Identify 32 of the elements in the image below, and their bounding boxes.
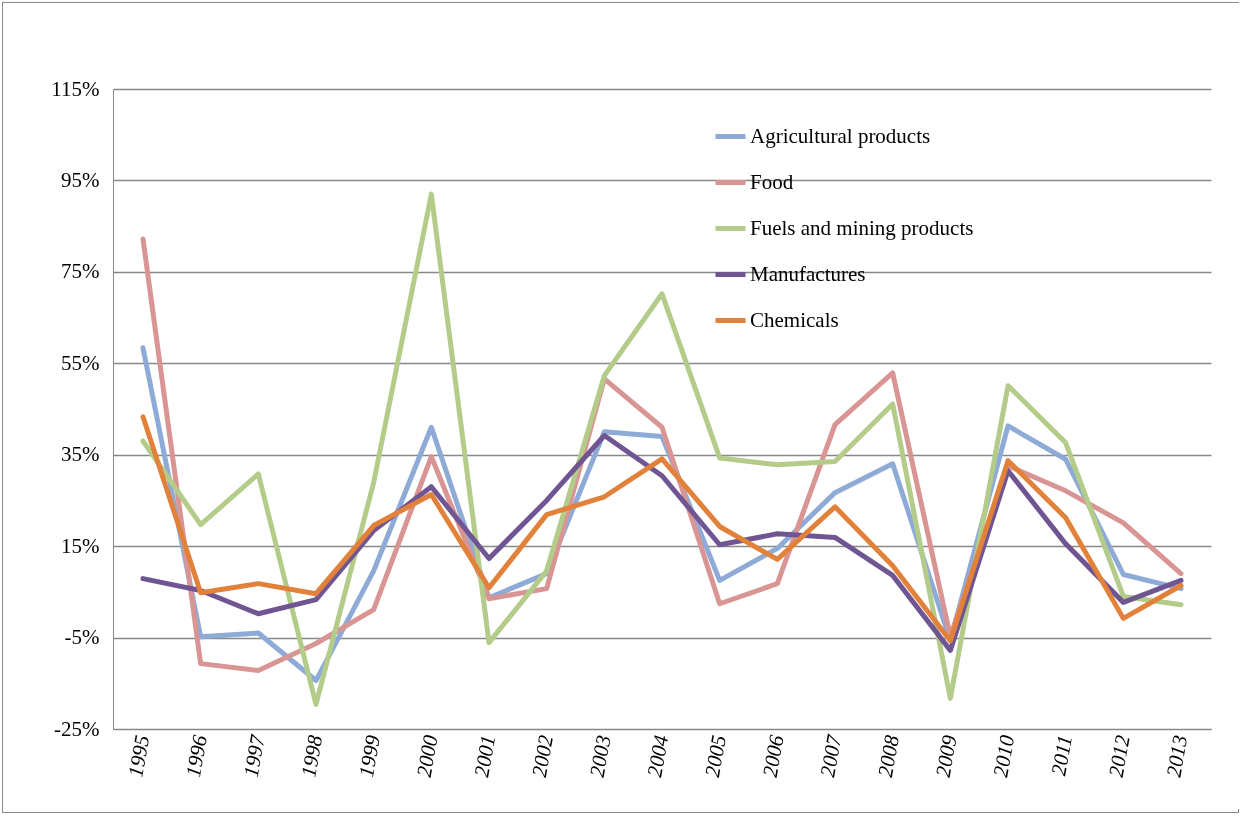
- y-tick-label: -5%: [64, 625, 100, 650]
- x-tick-label: 2010: [988, 732, 1020, 779]
- x-tick-label: 1997: [238, 731, 270, 779]
- x-tick-label: 2001: [469, 733, 501, 779]
- x-tick-label: 2008: [873, 732, 905, 779]
- x-tick-label: 1999: [354, 732, 386, 779]
- x-tick-label: 2012: [1103, 732, 1135, 779]
- x-tick-label: 1998: [296, 732, 328, 779]
- x-tick-label: 1995: [123, 733, 155, 779]
- x-tick-label: 2003: [584, 733, 616, 779]
- y-tick-label: 35%: [61, 442, 100, 467]
- y-tick-label: 15%: [61, 533, 100, 558]
- legend-label: Chemicals: [750, 307, 839, 332]
- legend-label: Manufactures: [750, 261, 866, 286]
- x-tick-label: 2000: [411, 732, 443, 779]
- x-tick-label: 2006: [757, 732, 789, 779]
- x-tick-label: 2013: [1161, 733, 1193, 779]
- y-tick-label: -25%: [54, 716, 100, 741]
- x-tick-label: 2002: [527, 732, 559, 779]
- x-tick-label: 2009: [930, 732, 962, 779]
- y-tick-label: 75%: [61, 259, 100, 284]
- x-tick-label: 2011: [1046, 733, 1078, 778]
- x-tick-label: 2004: [642, 732, 674, 779]
- y-tick-label: 95%: [61, 167, 100, 192]
- y-tick-label: 55%: [61, 350, 100, 375]
- legend-label: Fuels and mining products: [750, 215, 974, 240]
- legend-label: Food: [750, 169, 794, 194]
- x-tick-label: 1996: [181, 732, 213, 779]
- legend-label: Agricultural products: [750, 123, 931, 148]
- y-tick-label: 115%: [51, 76, 100, 101]
- x-tick-label: 2005: [700, 733, 731, 779]
- x-tick-label: 2007: [815, 731, 847, 779]
